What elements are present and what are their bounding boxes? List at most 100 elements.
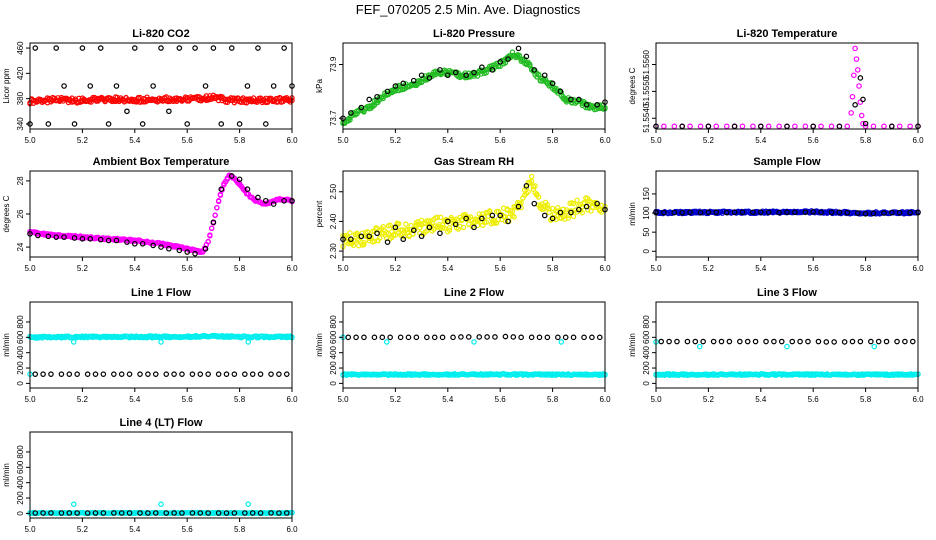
data-point (446, 225, 453, 231)
data-point (97, 45, 104, 51)
data-point (523, 53, 530, 60)
chart-line1: Line 1 Flow ml/min 5.0 5.2 5.4 5.6 5.8 6.0 0 200 4… (2, 287, 298, 404)
data-point (713, 123, 720, 130)
data-point (380, 224, 386, 230)
data-point (479, 215, 485, 222)
data-point (236, 121, 243, 127)
data-point (166, 245, 172, 252)
x-tick-label: 5.0 (650, 264, 662, 273)
data-point (492, 334, 498, 340)
x-tick-label: 5.2 (390, 264, 402, 273)
data-point (731, 209, 738, 216)
y-tick-label: 600 (16, 330, 25, 344)
y-axis-label: degrees C (2, 195, 11, 232)
data-point (424, 334, 430, 341)
plot-frame (29, 431, 293, 519)
data-point (487, 209, 493, 215)
y-tick-label: 0 (16, 511, 25, 516)
data-point (718, 338, 725, 345)
data-point (359, 230, 365, 236)
data-point (570, 200, 577, 207)
series-black (653, 75, 921, 130)
x-tick-label: 5.8 (547, 395, 559, 404)
data-point (909, 338, 916, 345)
data-point (868, 338, 874, 345)
data-point (356, 243, 362, 249)
data-point (452, 220, 458, 227)
y-axis-label: ml/min (628, 333, 637, 357)
data-point (79, 45, 86, 51)
y-tick-label: 73.7 (329, 110, 338, 126)
x-tick-label: 5.8 (234, 136, 246, 145)
y-tick-label: 24 (16, 242, 25, 251)
data-point (528, 178, 535, 185)
data-point (731, 123, 738, 130)
data-point (687, 123, 693, 130)
data-point (502, 214, 509, 220)
x-tick-label: 5.2 (77, 136, 89, 145)
y-tick-label: 600 (642, 330, 651, 344)
data-point (684, 338, 691, 345)
data-point (544, 201, 551, 208)
data-point (857, 99, 864, 105)
chart-title: Line 3 Flow (757, 287, 817, 299)
data-point (223, 510, 230, 516)
data-point (883, 338, 890, 345)
data-point (242, 371, 248, 377)
data-point (870, 210, 877, 217)
data-point (184, 121, 191, 127)
data-point (105, 121, 112, 127)
data-point (546, 206, 552, 212)
data-point (84, 371, 91, 377)
data-point (555, 205, 561, 211)
data-point (354, 230, 360, 236)
data-point (797, 338, 803, 345)
data-point (231, 510, 238, 516)
chart-title: Line 2 Flow (444, 287, 504, 299)
series-magenta (653, 45, 921, 130)
x-tick-label: 6.0 (912, 395, 924, 404)
series-black (27, 45, 295, 127)
data-point (179, 510, 185, 516)
data-point (40, 371, 46, 377)
x-tick-label: 5.4 (442, 395, 454, 404)
data-point (854, 67, 861, 73)
data-point (888, 209, 895, 216)
data-point (896, 123, 903, 130)
y-tick-label: 51.5540 (642, 103, 651, 132)
data-point (565, 215, 572, 221)
x-tick-label: 5.2 (390, 136, 402, 145)
x-tick-label: 5.8 (234, 525, 246, 534)
x-tick-label: 5.4 (129, 525, 141, 534)
x-tick-label: 5.0 (337, 395, 349, 404)
data-point (32, 45, 39, 51)
data-point (262, 121, 269, 127)
data-point (176, 247, 183, 254)
plot-frame (29, 42, 293, 130)
plot-frame (655, 170, 919, 258)
chart-temperature: Li-820 Temperature degrees C 5.0 5.2 5.4 5.6 5… (628, 28, 924, 145)
data-point (392, 232, 399, 238)
data-point (528, 173, 535, 180)
chart-line4: Line 4 (LT) Flow ml/min 5.0 5.2 5.4 5.6 5.8 6.0… (2, 417, 298, 534)
data-point (192, 45, 198, 51)
data-point (856, 83, 862, 89)
data-point (132, 240, 138, 247)
data-point (383, 339, 390, 345)
data-point (171, 510, 177, 516)
data-point (444, 218, 451, 225)
data-point (713, 209, 720, 216)
data-point (53, 45, 60, 51)
data-point (376, 235, 383, 241)
data-point (350, 242, 357, 249)
data-point (723, 123, 730, 130)
data-point (217, 191, 224, 198)
y-tick-label: 400 (642, 345, 651, 359)
data-point (61, 83, 67, 89)
chart-co2: Li-820 CO2 Licor ppm 5.0 5.2 5.4 5.6 5.8 6.0 340… (2, 28, 298, 145)
data-point (853, 56, 860, 62)
data-point (848, 110, 854, 116)
data-point (857, 338, 864, 345)
data-point (35, 232, 41, 239)
